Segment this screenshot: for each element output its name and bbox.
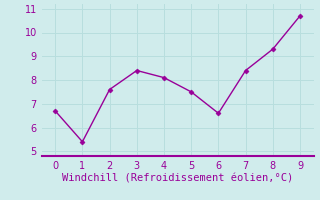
X-axis label: Windchill (Refroidissement éolien,°C): Windchill (Refroidissement éolien,°C) <box>62 174 293 184</box>
